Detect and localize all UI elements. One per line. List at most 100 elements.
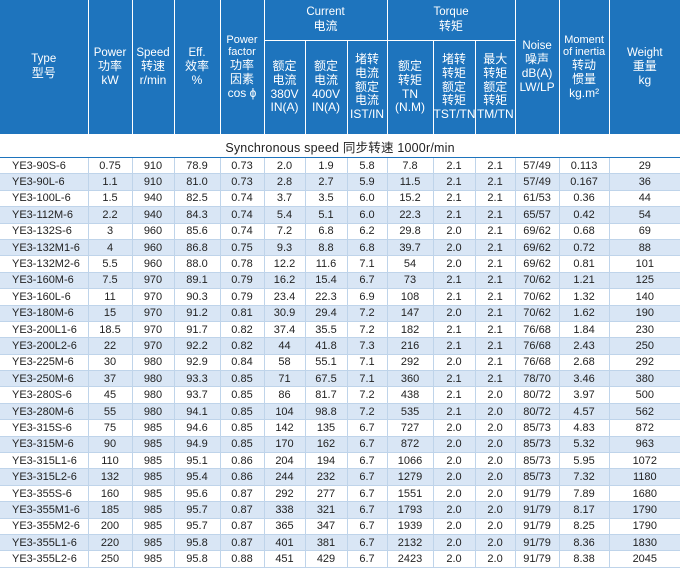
cell-in-380v: 451 [264, 550, 306, 568]
cell-in-380v: 16.2 [264, 272, 306, 290]
cell-noise: 85/73 [515, 452, 560, 470]
istin-l2: 电流 [355, 65, 380, 80]
cell-tn: 1279 [387, 468, 434, 486]
cell-in-400v: 8.8 [305, 239, 348, 257]
tsttn-l5: TST/TN [433, 107, 476, 122]
cell-tm-tn: 2.1 [475, 354, 516, 372]
cell-tm-tn: 2.1 [475, 190, 516, 208]
cell-ist-in: 7.1 [347, 354, 388, 372]
cell-speed: 980 [132, 354, 175, 372]
cell-inertia: 4.83 [559, 419, 610, 437]
cell-weight: 872 [609, 419, 680, 437]
cell-in-400v: 1.9 [305, 157, 348, 175]
cell-power: 132 [88, 468, 133, 486]
cell-weight: 69 [609, 223, 680, 240]
cell-eff: 86.8 [174, 239, 221, 257]
table-row: YE3-280M-6 55 980 94.1 0.85 104 98.8 7.2 535 2.1 2… [0, 403, 680, 421]
cell-ist-in: 6.7 [347, 419, 388, 437]
cell-pf: 0.81 [220, 305, 265, 322]
cell-in-380v: 7.2 [264, 223, 306, 240]
cell-type: YE3-100L-6 [0, 190, 89, 208]
power-cn: 功率 [97, 58, 122, 73]
cell-ist-in: 6.7 [347, 452, 388, 470]
cell-inertia: 1.62 [559, 305, 610, 322]
cell-in-380v: 58 [264, 354, 306, 372]
cell-noise: 91/79 [515, 518, 560, 535]
cell-tst-tn: 2.0 [433, 501, 476, 519]
cell-tm-tn: 2.0 [475, 452, 516, 470]
cell-noise: 61/53 [515, 190, 560, 208]
cell-eff: 78.9 [174, 157, 221, 175]
table-row: YE3-90L-6 1.1 910 81.0 0.73 2.8 2.7 5.9 11.5 2.1 2… [0, 173, 680, 191]
col-type-header: Type 型号 [0, 0, 89, 135]
cell-ist-in: 6.0 [347, 190, 388, 208]
pf-en-2: factor [228, 46, 256, 59]
cell-tst-tn: 2.0 [433, 255, 476, 273]
cell-noise: 80/72 [515, 386, 560, 404]
tmtn-l5: TM/TN [476, 107, 514, 122]
type-cn: 型号 [31, 65, 56, 80]
cell-weight: 1072 [609, 452, 680, 470]
cell-power: 4 [88, 239, 133, 257]
cell-noise: 69/62 [515, 255, 560, 273]
cell-ist-in: 6.0 [347, 206, 388, 224]
cell-speed: 940 [132, 190, 175, 208]
tmtn-l3: 额定 [483, 79, 508, 94]
cell-in-380v: 2.8 [264, 173, 306, 191]
cell-inertia: 0.81 [559, 255, 610, 273]
cell-in-400v: 5.1 [305, 206, 348, 224]
cell-power: 18.5 [88, 321, 133, 339]
cell-weight: 1830 [609, 534, 680, 552]
cell-speed: 970 [132, 288, 175, 306]
istin-l5: IST/IN [350, 107, 385, 122]
cell-tst-tn: 2.1 [433, 190, 476, 208]
cell-in-380v: 104 [264, 403, 306, 421]
cell-noise: 80/72 [515, 403, 560, 421]
cell-in-400v: 22.3 [305, 288, 348, 306]
cell-type: YE3-355M2-6 [0, 518, 89, 535]
cell-tm-tn: 2.1 [475, 272, 516, 290]
cell-in-380v: 142 [264, 419, 306, 437]
cell-speed: 985 [132, 436, 175, 454]
cell-tn: 15.2 [387, 190, 434, 208]
cell-tn: 1939 [387, 518, 434, 535]
cell-type: YE3-90S-6 [0, 157, 89, 175]
cell-pf: 0.86 [220, 468, 265, 486]
cell-in-400v: 429 [305, 550, 348, 568]
cell-power: 185 [88, 501, 133, 519]
cur380-l2: 电流 [272, 72, 297, 87]
table-row: YE3-160L-6 11 970 90.3 0.79 23.4 22.3 6.9 108 2.1… [0, 288, 680, 306]
cell-inertia: 1.21 [559, 272, 610, 290]
cell-power: 55 [88, 403, 133, 421]
cell-tst-tn: 2.1 [433, 288, 476, 306]
cell-speed: 970 [132, 272, 175, 290]
cell-tm-tn: 2.1 [475, 173, 516, 191]
inertia-unit: kg.m² [569, 85, 600, 100]
cell-ist-in: 6.7 [347, 501, 388, 519]
cell-tm-tn: 2.0 [475, 550, 516, 568]
cell-tst-tn: 2.1 [433, 173, 476, 191]
cell-eff: 95.6 [174, 485, 221, 503]
cell-type: YE3-132M1-6 [0, 239, 89, 257]
cell-in-400v: 135 [305, 419, 348, 437]
cell-inertia: 0.36 [559, 190, 610, 208]
cell-inertia: 8.25 [559, 518, 610, 535]
table-row: YE3-355L2-6 250 985 95.8 0.88 451 429 6.7 2423 2.… [0, 550, 680, 568]
tn-l4: (N.M) [395, 100, 426, 115]
cell-power: 110 [88, 452, 133, 470]
cell-tm-tn: 2.1 [475, 255, 516, 273]
cell-tn: 22.3 [387, 206, 434, 224]
cell-in-380v: 44 [264, 337, 306, 355]
cell-ist-in: 7.3 [347, 337, 388, 355]
cell-weight: 230 [609, 321, 680, 339]
cell-tm-tn: 2.0 [475, 485, 516, 503]
cell-speed: 970 [132, 321, 175, 339]
cell-in-380v: 37.4 [264, 321, 306, 339]
cell-type: YE3-315L1-6 [0, 452, 89, 470]
cell-ist-in: 6.2 [347, 223, 388, 240]
cell-speed: 910 [132, 173, 175, 191]
cell-type: YE3-250M-6 [0, 370, 89, 388]
col-tst-tn-header: 堵转 转矩 额定 转矩 TST/TN [433, 40, 476, 135]
cell-tst-tn: 2.0 [433, 468, 476, 486]
